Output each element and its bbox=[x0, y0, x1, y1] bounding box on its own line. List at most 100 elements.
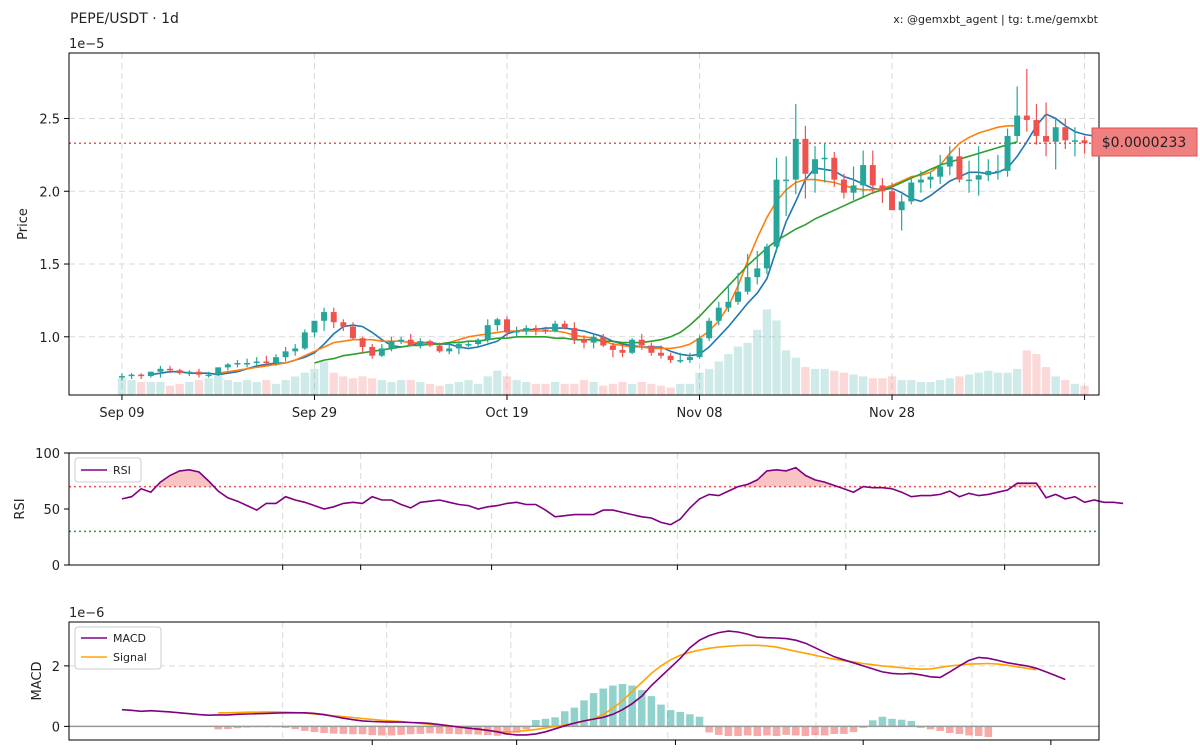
candle-body-30 bbox=[407, 339, 414, 346]
rsi-overbought-fill bbox=[156, 467, 1039, 487]
price-ylabel: Price bbox=[16, 208, 31, 240]
volume-bar-86 bbox=[945, 378, 954, 395]
volume-bar-18 bbox=[291, 376, 300, 395]
volume-bar-82 bbox=[907, 380, 916, 395]
volume-bar-44 bbox=[541, 383, 550, 395]
volume-bar-50 bbox=[599, 385, 608, 395]
volume-bar-11 bbox=[223, 380, 232, 395]
moving-average-lines bbox=[150, 113, 1095, 376]
volume-bar-70 bbox=[791, 357, 800, 395]
candle-body-65 bbox=[744, 277, 751, 292]
candle-body-100 bbox=[1081, 140, 1088, 144]
candle-body-80 bbox=[889, 191, 896, 211]
volume-bar-81 bbox=[897, 380, 906, 395]
candle-body-44 bbox=[542, 329, 549, 332]
volume-bar-14 bbox=[252, 381, 261, 395]
volume-bar-30 bbox=[406, 380, 415, 395]
volume-bar-26 bbox=[368, 378, 377, 395]
candle-body-16 bbox=[272, 357, 279, 363]
candle-body-43 bbox=[532, 328, 539, 330]
candle-body-75 bbox=[840, 179, 847, 193]
candle-body-0 bbox=[118, 376, 125, 378]
volume-bar-2 bbox=[137, 381, 146, 395]
candle-body-19 bbox=[301, 332, 308, 349]
volume-bar-59 bbox=[685, 383, 695, 395]
macd-histogram-bar-41 bbox=[609, 685, 617, 727]
volume-bar-54 bbox=[637, 381, 646, 395]
volume-bars bbox=[117, 309, 1089, 395]
volume-bar-97 bbox=[1051, 376, 1060, 395]
volume-bar-94 bbox=[1022, 350, 1031, 395]
macd-histogram-bar-49 bbox=[686, 714, 694, 727]
volume-bar-39 bbox=[493, 370, 502, 395]
volume-bar-72 bbox=[810, 368, 820, 395]
macd-histogram-bar-68 bbox=[869, 720, 877, 727]
candle-body-14 bbox=[253, 361, 260, 364]
candle-body-83 bbox=[917, 179, 924, 183]
volume-bar-64 bbox=[733, 346, 743, 395]
price-ytick-label-0: 1.0 bbox=[39, 331, 60, 346]
candle-body-21 bbox=[321, 312, 328, 321]
volume-bar-71 bbox=[801, 367, 810, 395]
macd-histogram-bar-7 bbox=[281, 726, 290, 728]
macd-panel: 02 1e−6 MACD MACD Signal bbox=[30, 606, 1100, 745]
macd-histogram-bar-73 bbox=[917, 726, 925, 728]
volume-bar-89 bbox=[974, 372, 983, 395]
volume-bar-88 bbox=[964, 374, 974, 395]
rsi-line bbox=[121, 466, 1124, 526]
candle-body-48 bbox=[581, 339, 587, 343]
macd-histogram-bar-14 bbox=[349, 726, 357, 735]
candle-body-42 bbox=[523, 328, 530, 331]
macd-axis-ticks: 02 bbox=[52, 660, 1052, 745]
current-price-badge: $0.0000233 bbox=[1091, 127, 1198, 157]
volume-bar-41 bbox=[512, 380, 521, 395]
price-axes-frame bbox=[68, 52, 1100, 396]
macd-histogram-bar-36 bbox=[560, 711, 569, 727]
macd-histogram-bar-10 bbox=[310, 726, 319, 733]
candle-body-37 bbox=[475, 339, 482, 345]
macd-histogram-bar-18 bbox=[387, 726, 396, 736]
volume-bar-12 bbox=[233, 381, 242, 395]
macd-histogram-bar-64 bbox=[830, 726, 839, 734]
rsi-overbought-area-0 bbox=[156, 469, 214, 487]
macd-histogram-bar-53 bbox=[724, 726, 733, 737]
candle-body-58 bbox=[677, 360, 684, 362]
volume-bar-68 bbox=[772, 320, 781, 395]
volume-bar-10 bbox=[214, 372, 223, 395]
candle-body-15 bbox=[263, 361, 270, 364]
candle-body-99 bbox=[1071, 140, 1078, 142]
macd-axes-frame bbox=[68, 621, 1100, 741]
volume-bar-9 bbox=[204, 378, 213, 395]
current-price-label: $0.0000233 bbox=[1102, 135, 1187, 151]
macd-ytick-label-1: 2 bbox=[52, 660, 60, 675]
candle-body-94 bbox=[1023, 115, 1030, 120]
macd-histogram-bar-77 bbox=[955, 726, 964, 734]
macd-histogram-bar-57 bbox=[763, 726, 771, 736]
candle-body-32 bbox=[426, 341, 433, 346]
macd-histogram-bar-25 bbox=[455, 726, 463, 735]
candle-body-57 bbox=[667, 355, 674, 361]
macd-histogram-bar-74 bbox=[926, 726, 935, 730]
candle-body-95 bbox=[1033, 119, 1040, 136]
macd-histogram-bar-13 bbox=[339, 726, 348, 734]
rsi-ytick-label-1: 50 bbox=[43, 503, 60, 518]
signal-legend-label: Signal bbox=[113, 651, 147, 664]
macd-histogram-bar-12 bbox=[329, 726, 338, 734]
candle-body-26 bbox=[369, 346, 376, 356]
macd-histogram-bar-52 bbox=[715, 726, 723, 735]
volume-bar-85 bbox=[936, 380, 945, 395]
volume-bar-45 bbox=[550, 381, 560, 395]
macd-histogram-bar-34 bbox=[541, 718, 550, 727]
rsi-legend-label: RSI bbox=[113, 464, 131, 477]
macd-histogram-bar-22 bbox=[426, 726, 434, 734]
candle-body-81 bbox=[898, 201, 905, 211]
volume-bar-38 bbox=[483, 376, 492, 395]
volume-bar-67 bbox=[762, 309, 772, 395]
candle-body-88 bbox=[966, 179, 973, 182]
macd-histogram-bar-59 bbox=[782, 726, 790, 735]
macd-histogram-bar-32 bbox=[522, 726, 530, 730]
candle-body-86 bbox=[946, 156, 953, 167]
candle-body-25 bbox=[359, 338, 366, 347]
macd-histogram-bar-1 bbox=[224, 726, 232, 730]
rsi-axis-ticks: 0 50 100 bbox=[35, 447, 1006, 574]
